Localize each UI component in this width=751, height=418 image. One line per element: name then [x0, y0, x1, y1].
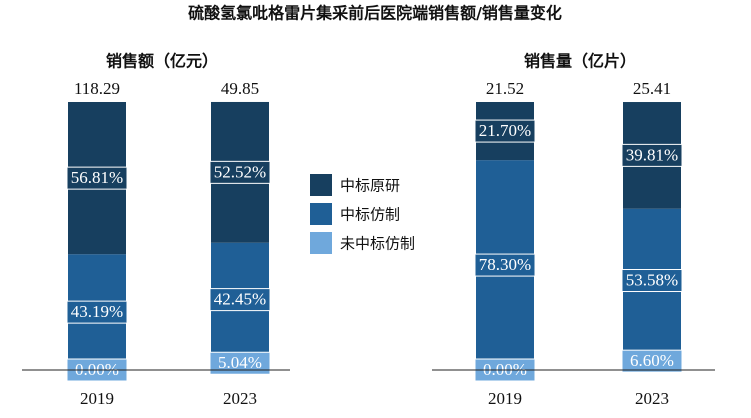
label-box [621, 143, 683, 167]
label-box [209, 351, 271, 375]
label-box [66, 300, 128, 324]
total-label: 21.52 [486, 79, 524, 98]
value-label: 78.30% [479, 255, 531, 274]
value-label: 0.00% [75, 360, 119, 379]
legend-swatch [310, 174, 332, 196]
value-label: 53.58% [626, 270, 678, 289]
value-label: 56.81% [71, 168, 123, 187]
label-box [474, 119, 536, 143]
value-label: 39.81% [626, 145, 678, 164]
x-tick-label: 2023 [635, 389, 669, 408]
label-box [474, 253, 536, 277]
total-label: 49.85 [221, 79, 259, 98]
label-box [621, 349, 683, 373]
total-label: 118.29 [74, 79, 120, 98]
legend-label: 未中标仿制 [340, 235, 415, 253]
legend-label: 中标原研 [340, 177, 400, 195]
chart-subtitle: 销售量（亿片） [524, 52, 636, 71]
value-label: 5.04% [218, 353, 262, 372]
label-box [66, 166, 128, 190]
x-tick-label: 2019 [488, 389, 522, 408]
total-label: 25.41 [633, 79, 671, 98]
page-title: 硫酸氢氯吡格雷片集采前后医院端销售额/销售量变化 [188, 4, 562, 23]
label-box [209, 160, 271, 184]
label-box [209, 288, 271, 312]
value-label: 0.00% [483, 360, 527, 379]
legend-label: 中标仿制 [340, 206, 400, 224]
value-label: 52.52% [214, 162, 266, 181]
x-tick-label: 2019 [80, 389, 114, 408]
value-label: 43.19% [71, 302, 123, 321]
x-tick-label: 2023 [223, 389, 257, 408]
value-label: 6.60% [630, 351, 674, 370]
label-box [621, 269, 683, 293]
value-label: 42.45% [214, 290, 266, 309]
value-label: 21.70% [479, 121, 531, 140]
legend-swatch [310, 203, 332, 225]
chart-subtitle: 销售额（亿元） [106, 52, 218, 71]
legend-swatch [310, 232, 332, 254]
